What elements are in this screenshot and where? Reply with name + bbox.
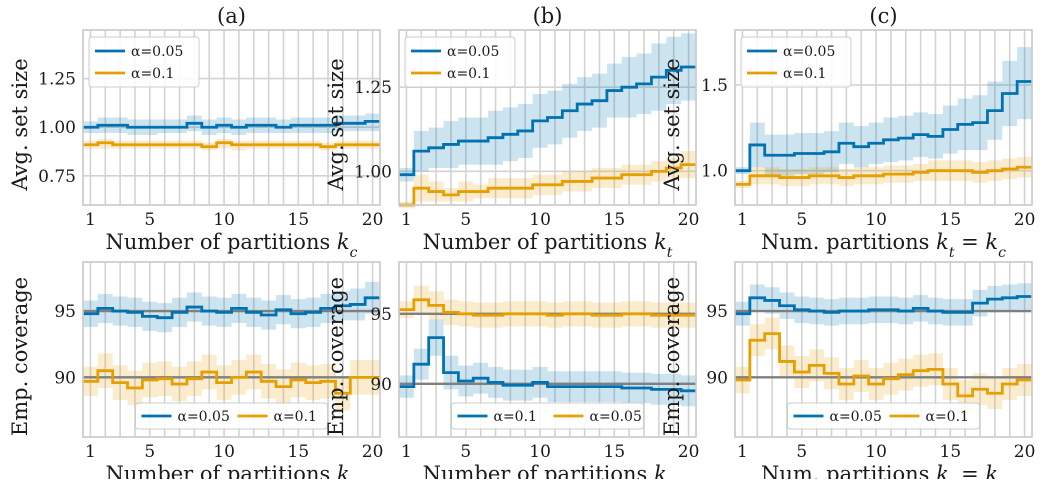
legend-label: α=0.05 bbox=[447, 44, 499, 60]
x-tick-label: 15 bbox=[940, 442, 962, 462]
y-axis-label: Avg. set size bbox=[660, 58, 684, 191]
y-tick-label: 0.75 bbox=[38, 167, 76, 187]
x-tick-label: 15 bbox=[288, 442, 310, 462]
legend: α=0.05 α=0.1 bbox=[89, 37, 199, 87]
x-tick-label: 10 bbox=[865, 442, 887, 462]
x-tick-label: 1 bbox=[737, 210, 748, 230]
y-tick-label: 1.5 bbox=[701, 76, 728, 96]
y-tick-label: 90 bbox=[706, 368, 728, 388]
legend: α=0.05 α=0.1 bbox=[741, 37, 851, 87]
y-tick-label: 90 bbox=[54, 368, 76, 388]
confidence-band bbox=[735, 318, 1032, 412]
x-tick-label: 10 bbox=[213, 442, 235, 462]
x-axis-label: Number of partitions kt bbox=[423, 230, 673, 261]
x-axis-label: Number of partitions kc bbox=[106, 462, 358, 479]
x-axis-label: Number of partitions kc bbox=[106, 230, 358, 261]
panel-label: (b) bbox=[533, 4, 563, 28]
x-tick-label: 15 bbox=[604, 210, 626, 230]
legend: α=0.1 α=0.05 bbox=[452, 403, 644, 429]
x-tick-label: 1 bbox=[401, 442, 412, 462]
x-tick-label: 1 bbox=[401, 210, 412, 230]
y-tick-label: 1.00 bbox=[354, 162, 392, 182]
y-axis-label: Avg. set size bbox=[8, 58, 32, 191]
x-tick-label: 1 bbox=[737, 442, 748, 462]
y-tick-label: 1.00 bbox=[38, 118, 76, 138]
legend-label: α=0.1 bbox=[274, 409, 317, 425]
x-tick-label: 20 bbox=[678, 442, 700, 462]
x-axis-label: Number of partitions kt bbox=[423, 462, 673, 479]
legend-label: α=0.05 bbox=[178, 409, 230, 425]
legend-label: α=0.05 bbox=[590, 409, 642, 425]
x-axis-label: Num. partitions kt = kc bbox=[761, 462, 1006, 479]
x-tick-label: 20 bbox=[1014, 442, 1036, 462]
y-tick-label: 1.25 bbox=[38, 70, 76, 90]
legend-label: α=0.1 bbox=[447, 66, 490, 82]
x-tick-label: 20 bbox=[362, 442, 384, 462]
legend: α=0.05 α=0.1 bbox=[788, 403, 980, 429]
legend: α=0.05 α=0.1 bbox=[405, 37, 515, 87]
panel-label: (c) bbox=[869, 4, 897, 28]
x-tick-label: 20 bbox=[678, 210, 700, 230]
x-tick-label: 1 bbox=[85, 210, 96, 230]
y-axis-label: Emp. coverage bbox=[660, 277, 684, 436]
x-tick-label: 15 bbox=[288, 210, 310, 230]
legend-label: α=0.1 bbox=[494, 409, 537, 425]
legend-label: α=0.1 bbox=[783, 66, 826, 82]
x-tick-label: 1 bbox=[85, 442, 96, 462]
x-tick-label: 10 bbox=[529, 442, 551, 462]
y-axis-label: Avg. set size bbox=[324, 58, 348, 191]
x-tick-label: 5 bbox=[144, 442, 155, 462]
x-tick-label: 20 bbox=[362, 210, 384, 230]
y-tick-label: 1.25 bbox=[354, 78, 392, 98]
x-tick-label: 15 bbox=[940, 210, 962, 230]
x-tick-label: 10 bbox=[213, 210, 235, 230]
x-tick-label: 5 bbox=[460, 442, 471, 462]
x-tick-label: 5 bbox=[144, 210, 155, 230]
x-tick-label: 10 bbox=[865, 210, 887, 230]
legend-label: α=0.05 bbox=[783, 44, 835, 60]
legend-label: α=0.1 bbox=[926, 409, 969, 425]
x-tick-label: 5 bbox=[796, 210, 807, 230]
panel-label: (a) bbox=[217, 4, 246, 28]
x-axis-label: Num. partitions kt = kc bbox=[761, 230, 1006, 261]
x-tick-label: 20 bbox=[1014, 210, 1036, 230]
y-tick-label: 1.0 bbox=[701, 162, 728, 182]
x-tick-label: 10 bbox=[529, 210, 551, 230]
x-tick-label: 15 bbox=[604, 442, 626, 462]
y-axis-label: Emp. coverage bbox=[8, 277, 32, 436]
x-tick-label: 5 bbox=[796, 442, 807, 462]
legend: α=0.05 α=0.1 bbox=[136, 403, 328, 429]
y-tick-label: 95 bbox=[370, 305, 392, 325]
legend-label: α=0.05 bbox=[131, 44, 183, 60]
legend-label: α=0.1 bbox=[131, 66, 174, 82]
y-tick-label: 90 bbox=[370, 375, 392, 395]
y-tick-label: 95 bbox=[54, 302, 76, 322]
legend-label: α=0.05 bbox=[830, 409, 882, 425]
y-axis-label: Emp. coverage bbox=[324, 277, 348, 436]
x-tick-label: 5 bbox=[460, 210, 471, 230]
y-tick-label: 95 bbox=[706, 302, 728, 322]
